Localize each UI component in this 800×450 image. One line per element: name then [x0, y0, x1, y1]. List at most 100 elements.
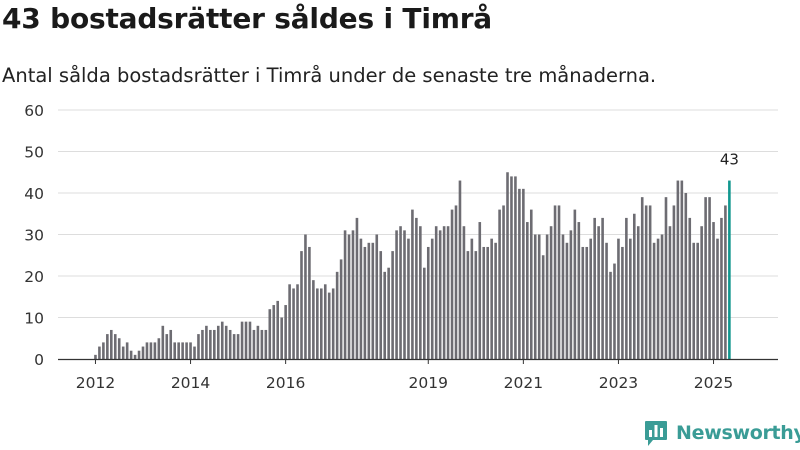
bar: [284, 305, 287, 359]
bar: [268, 309, 272, 359]
bar: [205, 325, 208, 359]
bar: [434, 226, 438, 359]
y-tick-label: 10: [24, 310, 44, 328]
bar: [288, 284, 291, 359]
newsworthy-logo[interactable]: Newsworthy: [644, 419, 800, 447]
bar: [189, 342, 192, 359]
bar: [244, 321, 248, 359]
bar: [272, 305, 276, 359]
bar: [209, 329, 212, 359]
bar: [98, 346, 101, 359]
bar: [537, 234, 541, 359]
bar: [177, 342, 180, 359]
bar: [613, 263, 616, 359]
bar: [240, 321, 244, 359]
bar: [605, 242, 608, 359]
bar: [625, 217, 628, 359]
bar: [102, 342, 105, 359]
bar: [94, 354, 97, 359]
bar: [692, 242, 696, 359]
highlight-value-label: 43: [720, 151, 739, 169]
bar: [185, 342, 188, 359]
bar: [280, 317, 283, 359]
bar: [363, 246, 367, 359]
bar: [399, 226, 402, 359]
bar: [684, 193, 688, 359]
bar: [660, 234, 664, 359]
bar: [224, 325, 228, 359]
annotations: 43: [720, 151, 739, 169]
x-tick-label: 2012: [76, 374, 115, 392]
bar: [411, 209, 414, 359]
bar: [522, 188, 525, 359]
bar: [371, 242, 375, 359]
bar: [617, 238, 620, 359]
bar: [430, 238, 434, 359]
bar: [426, 246, 430, 359]
bar: [716, 238, 719, 359]
bar: [423, 267, 426, 359]
y-tick-label: 40: [24, 185, 44, 203]
bar: [585, 246, 589, 359]
bar: [648, 205, 652, 359]
bar: [466, 251, 470, 359]
bar: [228, 329, 232, 359]
bar: [331, 288, 335, 359]
x-axis: [58, 358, 778, 364]
bar: [569, 230, 573, 359]
x-tick-label: 2014: [171, 374, 210, 392]
bar: [304, 234, 307, 359]
bar: [339, 259, 343, 359]
bar: [720, 217, 723, 359]
bar: [474, 251, 478, 359]
bar: [712, 222, 715, 359]
bar: [553, 205, 557, 359]
bar: [113, 334, 117, 359]
bar: [403, 230, 406, 359]
bar: [355, 217, 359, 359]
bar: [375, 234, 379, 359]
bar: [181, 342, 184, 359]
bar: [260, 329, 264, 359]
bar: [197, 334, 200, 359]
bar: [169, 329, 173, 359]
bar: [149, 342, 153, 359]
bar: [656, 238, 660, 359]
bar: [561, 234, 565, 359]
bar-highlight: [728, 180, 731, 359]
bar: [125, 342, 129, 359]
bar: [391, 251, 394, 359]
bar: [193, 346, 196, 359]
bar: [454, 205, 458, 359]
bar: [232, 334, 236, 359]
bar: [652, 242, 656, 359]
bar: [597, 226, 600, 359]
bar: [636, 226, 640, 359]
y-tick-label: 0: [34, 351, 44, 369]
bar: [145, 342, 149, 359]
chart-subtitle: Antal sålda bostadsrätter i Timrå under …: [2, 64, 657, 87]
y-tick-label: 50: [24, 144, 44, 162]
bar: [161, 325, 165, 359]
bar: [470, 238, 474, 359]
bar: [545, 234, 549, 359]
bar: [236, 334, 240, 359]
bar: [708, 197, 711, 359]
bar: [676, 180, 680, 359]
bar: [213, 329, 216, 359]
bar: [367, 242, 371, 359]
brand-name: Newsworthy: [676, 422, 800, 444]
bar: [121, 346, 125, 359]
bar: [450, 209, 454, 359]
bar: [498, 209, 501, 359]
bar: [316, 288, 319, 359]
bar: [415, 217, 418, 359]
bar: [137, 350, 141, 359]
bar: [458, 180, 462, 359]
bar: [442, 226, 446, 359]
bar: [462, 226, 466, 359]
bar: [296, 284, 299, 359]
bar: [220, 321, 224, 359]
bar: [312, 280, 315, 359]
y-tick-label: 20: [24, 268, 44, 286]
